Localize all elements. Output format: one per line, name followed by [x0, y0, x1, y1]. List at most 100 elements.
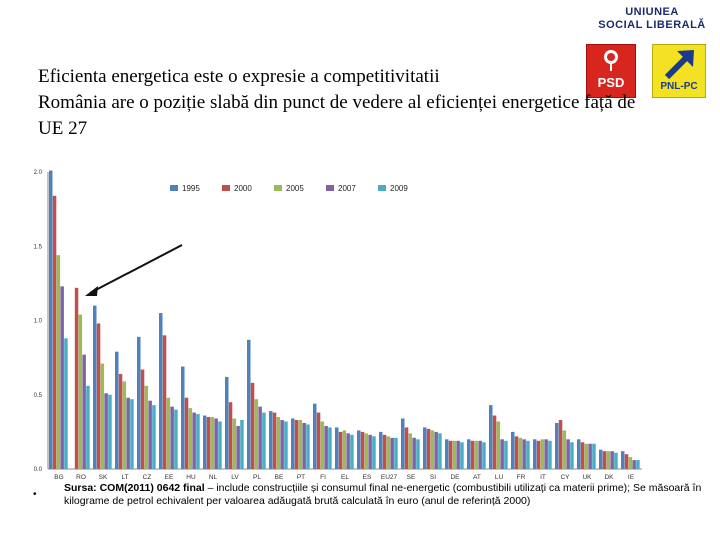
legend-label: 2009 [390, 184, 408, 193]
x-tick-label: SI [430, 474, 436, 480]
x-tick-label: NL [209, 474, 218, 480]
bar-EL-2007 [346, 433, 350, 469]
bar-AT-2007 [478, 440, 482, 469]
source-label: Sursa: COM(2011) 0642 final [64, 482, 205, 494]
bar-LT-2005 [122, 381, 127, 469]
bar-SK-2005 [100, 363, 105, 469]
bar-DK-2000 [602, 451, 607, 469]
bar-PT-2007 [302, 422, 306, 469]
annotation-arrow-head [85, 286, 98, 296]
bar-DE-2007 [456, 440, 460, 469]
bar-UK-1995 [577, 439, 581, 469]
bar-NL-1995 [203, 415, 207, 469]
bar-BE-2007 [280, 419, 284, 469]
bar-LU-2000 [492, 415, 497, 469]
rose-icon [604, 50, 618, 71]
bar-DK-2007 [610, 451, 614, 469]
bar-NL-2000 [206, 417, 211, 469]
bar-SI-2000 [426, 428, 431, 469]
bar-SK-2000 [96, 323, 101, 469]
x-tick-label: LU [495, 474, 504, 480]
legend-label: 2000 [234, 184, 252, 193]
bar-LU-2005 [496, 421, 501, 469]
bar-HU-2009 [196, 414, 200, 469]
bar-FR-1995 [511, 431, 515, 469]
bar-UK-2000 [580, 442, 585, 469]
legend-swatch [222, 185, 230, 191]
bar-ES-2000 [360, 431, 365, 469]
bar-SK-2007 [104, 393, 108, 469]
bar-PT-2005 [298, 419, 303, 469]
bar-RO-2005 [78, 314, 83, 469]
legend-label: 2007 [338, 184, 356, 193]
x-tick-label: IE [628, 474, 635, 480]
bar-FI-2009 [328, 427, 332, 469]
bar-FI-2005 [320, 421, 325, 469]
y-tick-label: 2.0 [34, 170, 43, 176]
bar-EU27-2007 [390, 437, 394, 469]
bar-CZ-1995 [137, 336, 141, 469]
bar-LV-1995 [225, 376, 229, 469]
source-bullet: • [33, 489, 37, 500]
x-tick-label: LV [231, 474, 239, 480]
bar-EL-2005 [342, 430, 347, 469]
x-tick-label: HU [186, 474, 196, 480]
bar-ES-2007 [368, 434, 372, 469]
bar-CZ-2009 [152, 405, 156, 469]
bar-CY-1995 [555, 422, 559, 469]
bar-DE-2000 [448, 440, 453, 469]
y-tick-label: 0.5 [34, 393, 43, 399]
arrow-up-right-icon [664, 50, 694, 80]
bar-ES-2005 [364, 433, 369, 469]
bar-SE-2007 [412, 437, 416, 469]
bar-UK-2007 [588, 443, 592, 469]
bar-SK-2009 [108, 394, 112, 469]
bar-EE-2005 [166, 397, 171, 469]
union-logo-title: UNIUNEA SOCIAL LIBERALĂ [590, 6, 714, 32]
bar-HU-2000 [184, 397, 189, 469]
bar-FI-2000 [316, 412, 321, 469]
bar-IT-2005 [540, 439, 545, 469]
logo-title-line2: SOCIAL LIBERALĂ [598, 19, 706, 31]
bar-BE-2005 [276, 417, 281, 469]
bar-FI-2007 [324, 425, 328, 469]
bar-IE-1995 [621, 451, 625, 469]
x-tick-label: CZ [143, 474, 152, 480]
x-tick-label: SE [407, 474, 416, 480]
heading-line-2: România are o poziție slabă din punct de… [38, 92, 636, 113]
bar-AT-1995 [467, 439, 471, 469]
psd-label: PSD [597, 75, 625, 90]
bar-IT-2009 [548, 440, 552, 469]
bar-DE-2005 [452, 440, 457, 469]
bar-CY-2009 [570, 442, 574, 469]
bar-AT-2005 [474, 440, 479, 469]
bar-PT-1995 [291, 418, 295, 469]
bar-CZ-2000 [140, 369, 145, 469]
pnl-label: PNL-PC [660, 81, 698, 92]
x-tick-label: ES [363, 474, 372, 480]
x-tick-label: BE [275, 474, 284, 480]
bar-IE-2005 [628, 457, 633, 469]
bar-DE-1995 [445, 439, 449, 469]
bar-SK-1995 [93, 305, 97, 469]
bar-EL-2009 [350, 434, 354, 469]
bar-PL-1995 [247, 339, 251, 469]
bar-DK-2005 [606, 451, 611, 469]
bar-EE-2000 [162, 335, 167, 469]
bar-CZ-2005 [144, 385, 149, 469]
bar-BE-2000 [272, 412, 277, 469]
bar-SI-1995 [423, 427, 427, 469]
bar-AT-2009 [482, 442, 486, 469]
x-tick-label: DK [604, 474, 614, 480]
bar-BE-1995 [269, 411, 273, 469]
bar-ES-2009 [372, 436, 376, 469]
bar-LT-1995 [115, 351, 119, 469]
bar-EE-2007 [170, 406, 174, 469]
energy-intensity-chart: 0.0 0.5 1.0 1.5 2.0 1995 2000 2005 2007 2009 BG RO S… [34, 170, 642, 480]
bar-FR-2007 [522, 439, 526, 469]
bar-BG-1995 [49, 170, 53, 469]
x-tick-label: RO [76, 474, 86, 480]
x-tick-label: FR [517, 474, 526, 480]
bar-CZ-2007 [148, 400, 152, 469]
bar-AT-2000 [470, 440, 475, 469]
